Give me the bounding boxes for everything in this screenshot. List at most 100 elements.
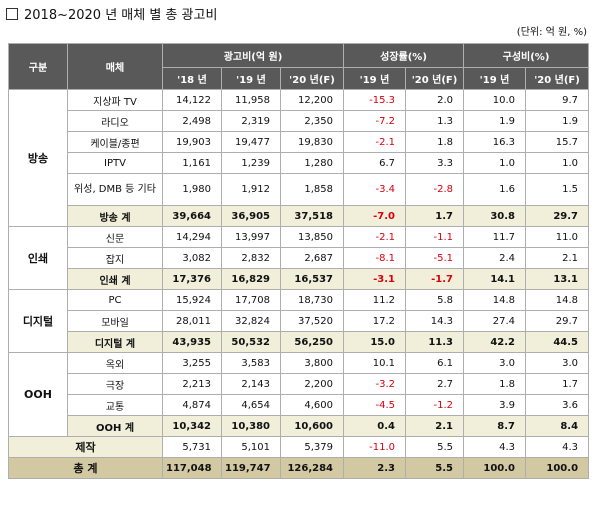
subtotal-row: 인쇄 계 17,376 16,829 16,537 -3.1 -1.7 14.1 13.1 bbox=[9, 268, 590, 290]
media-label: 교통 bbox=[67, 394, 163, 416]
cell-g20: -1.2 bbox=[404, 394, 465, 416]
media-label: 잡지 bbox=[67, 247, 163, 269]
media-label: 제작 bbox=[8, 436, 163, 458]
cell-s20: 1.9 bbox=[525, 110, 590, 132]
cell-g19: 11.2 bbox=[343, 289, 406, 311]
cell-v20: 37,520 bbox=[280, 310, 344, 332]
media-label: 극장 bbox=[67, 373, 163, 395]
cell-g20: -1.7 bbox=[404, 268, 465, 290]
cell-g19: 15.0 bbox=[343, 331, 406, 353]
table-row: 위성, DMB 등 기타 1,980 1,912 1,858 -3.4 -2.8 1.6 1.… bbox=[9, 173, 590, 206]
table-row: 인쇄 신문 14,294 13,997 13,850 -2.1 -1.1 11.7 11.0 bbox=[8, 226, 590, 290]
table-row: 케이블/종편 19,903 19,477 19,830 -2.1 1.8 16.3 15.7 bbox=[9, 131, 590, 153]
cell-s19: 14.8 bbox=[463, 289, 527, 311]
cell-v20: 13,850 bbox=[280, 226, 344, 248]
cell-s20: 13.1 bbox=[525, 268, 590, 290]
cell-v18: 14,294 bbox=[162, 226, 222, 248]
title-text: 2018~2020 년 매체 별 총 광고비 bbox=[24, 8, 218, 23]
cell-s20: 9.7 bbox=[525, 89, 590, 111]
cell-s19: 1.0 bbox=[463, 152, 527, 174]
header-group: 구분 bbox=[8, 43, 68, 90]
media-label: 라디오 bbox=[67, 110, 163, 132]
media-label: 지상파 TV bbox=[67, 89, 163, 111]
cell-g20: -5.1 bbox=[404, 247, 465, 269]
header-share-19: '19 년 bbox=[463, 67, 527, 90]
media-label: 디지털 계 bbox=[67, 331, 163, 353]
cell-v19: 5,101 bbox=[221, 436, 281, 458]
table-row: 극장 2,213 2,143 2,200 -3.2 2.7 1.8 1.7 bbox=[9, 373, 590, 395]
cell-g19: -2.1 bbox=[343, 226, 406, 248]
header-y20f: '20 년(F) bbox=[280, 67, 344, 90]
header-growth-19: '19 년 bbox=[343, 67, 406, 90]
table-row: 라디오 2,498 2,319 2,350 -7.2 1.3 1.9 1.9 bbox=[9, 110, 590, 132]
header-growth: 성장률(%) bbox=[342, 43, 465, 68]
cell-v19: 16,829 bbox=[221, 268, 281, 290]
cell-s19: 3.0 bbox=[463, 352, 527, 374]
cell-g20: 1.8 bbox=[404, 131, 465, 153]
media-label: 총 계 bbox=[8, 457, 163, 479]
cell-v20: 37,518 bbox=[280, 205, 344, 227]
cell-g20: 2.0 bbox=[404, 89, 465, 111]
cell-v20: 126,284 bbox=[280, 457, 344, 479]
media-label: PC bbox=[67, 289, 163, 311]
cell-v20: 19,830 bbox=[280, 131, 344, 153]
subtotal-row: 방송 계 39,664 36,905 37,518 -7.0 1.7 30.8 29.7 bbox=[9, 205, 590, 227]
header-share: 구성비(%) bbox=[463, 43, 590, 68]
unit-note: (단위: 억 원, %) bbox=[516, 27, 587, 38]
cell-s19: 27.4 bbox=[463, 310, 527, 332]
media-label: 방송 계 bbox=[67, 205, 163, 227]
table-row: 잡지 3,082 2,832 2,687 -8.1 -5.1 2.4 2.1 bbox=[9, 247, 590, 269]
cell-v18: 17,376 bbox=[162, 268, 222, 290]
cell-v20: 12,200 bbox=[280, 89, 344, 111]
group-label: 디지털 bbox=[8, 289, 68, 353]
table-row: OOH 옥외 3,255 3,583 3,800 10.1 6.1 3.0 3.0 bbox=[8, 352, 590, 437]
header-y18: '18 년 bbox=[162, 67, 222, 90]
media-label: 위성, DMB 등 기타 bbox=[67, 173, 163, 206]
group-label: 인쇄 bbox=[8, 226, 68, 290]
cell-v18: 1,161 bbox=[162, 152, 222, 174]
media-label: OOH 계 bbox=[67, 415, 163, 437]
cell-g19: -11.0 bbox=[343, 436, 406, 458]
cell-g19: -8.1 bbox=[343, 247, 406, 269]
cell-v19: 50,532 bbox=[221, 331, 281, 353]
group-label: 방송 bbox=[8, 89, 68, 227]
cell-s20: 44.5 bbox=[525, 331, 590, 353]
header-y19: '19 년 bbox=[221, 67, 281, 90]
cell-v19: 1,239 bbox=[221, 152, 281, 174]
cell-g19: 6.7 bbox=[343, 152, 406, 174]
subtotal-row: 디지털 계 43,935 50,532 56,250 15.0 11.3 42.2 44.5 bbox=[9, 331, 590, 353]
cell-v19: 4,654 bbox=[221, 394, 281, 416]
cell-g20: 3.3 bbox=[404, 152, 465, 174]
cell-g20: 1.7 bbox=[404, 205, 465, 227]
cell-v20: 4,600 bbox=[280, 394, 344, 416]
cell-v20: 3,800 bbox=[280, 352, 344, 374]
page-title: 2018~2020 년 매체 별 총 광고비 bbox=[6, 4, 217, 23]
cell-g20: 2.1 bbox=[404, 415, 465, 437]
cell-v19: 13,997 bbox=[221, 226, 281, 248]
table-row: 디지털 PC 15,924 17,708 18,730 11.2 5.8 14.8 14.8 bbox=[8, 289, 590, 353]
cell-g19: 0.4 bbox=[343, 415, 406, 437]
cell-g20: 5.5 bbox=[404, 436, 465, 458]
cell-s20: 2.1 bbox=[525, 247, 590, 269]
cell-s19: 16.3 bbox=[463, 131, 527, 153]
cell-s20: 11.0 bbox=[525, 226, 590, 248]
media-label: 옥외 bbox=[67, 352, 163, 374]
cell-v18: 2,213 bbox=[162, 373, 222, 395]
cell-v20: 1,280 bbox=[280, 152, 344, 174]
cell-g20: 5.5 bbox=[404, 457, 465, 479]
cell-g20: 14.3 bbox=[404, 310, 465, 332]
cell-v20: 10,600 bbox=[280, 415, 344, 437]
cell-v19: 3,583 bbox=[221, 352, 281, 374]
subtotal-row: OOH 계 10,342 10,380 10,600 0.4 2.1 8.7 8.4 bbox=[9, 415, 590, 437]
cell-s20: 3.6 bbox=[525, 394, 590, 416]
cell-g19: -7.0 bbox=[343, 205, 406, 227]
cell-g19: -3.2 bbox=[343, 373, 406, 395]
cell-v19: 2,143 bbox=[221, 373, 281, 395]
cell-s20: 1.7 bbox=[525, 373, 590, 395]
cell-s19: 2.4 bbox=[463, 247, 527, 269]
cell-s20: 8.4 bbox=[525, 415, 590, 437]
cell-s20: 1.5 bbox=[525, 173, 590, 206]
cell-s19: 8.7 bbox=[463, 415, 527, 437]
cell-v20: 2,687 bbox=[280, 247, 344, 269]
cell-g20: 1.3 bbox=[404, 110, 465, 132]
